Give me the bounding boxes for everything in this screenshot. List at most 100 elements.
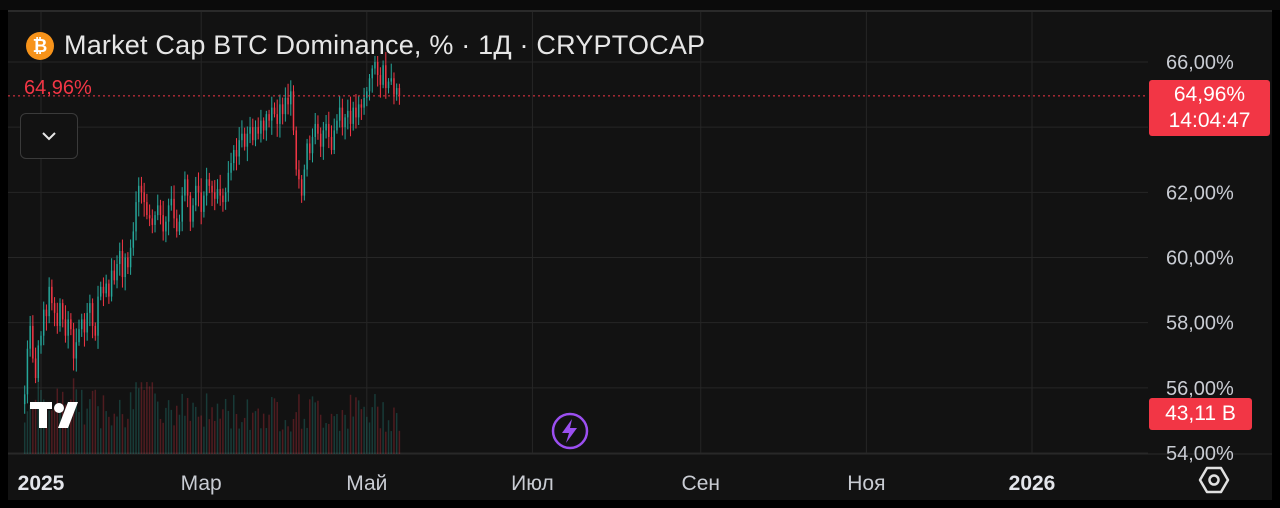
candle-body [311, 136, 314, 154]
candle-body [395, 88, 398, 95]
candle-body [94, 325, 97, 336]
volume-bar [268, 414, 270, 454]
volume-bar [254, 411, 257, 454]
candle-body [279, 104, 281, 124]
symbol-title[interactable]: Market Cap BTC Dominance, % · 1Д · CRYPT… [64, 30, 706, 60]
price-axis[interactable]: 66,00% 62,00% 60,00% 58,00% 56,00% 54,00% [1166, 52, 1234, 465]
candle-body [189, 195, 192, 222]
volume-bar [45, 409, 48, 454]
candle-body [37, 345, 40, 379]
candle-body [157, 205, 159, 216]
volume-bar [279, 431, 281, 454]
chart-legend[interactable]: ₿ Market Cap BTC Dominance, % · 1Д · CRY… [26, 30, 705, 61]
candle-body [390, 78, 392, 82]
volume-bar [143, 390, 145, 454]
bitcoin-icon: ₿ [26, 31, 54, 60]
candle-body [75, 342, 78, 359]
candle-body [349, 110, 352, 124]
collapse-legend-button[interactable] [20, 113, 78, 159]
volume-bar [319, 414, 322, 454]
candle-body [23, 394, 26, 405]
candle-body [344, 117, 346, 128]
candle-body [61, 303, 64, 320]
candle-body [300, 179, 303, 196]
volume-bar [97, 406, 99, 454]
volume-bar [189, 420, 192, 454]
candle-body [113, 270, 116, 281]
candle-body [363, 97, 365, 108]
volume-bar [48, 410, 50, 454]
candle-body [99, 286, 102, 297]
candle-body [173, 198, 175, 219]
chart-panel[interactable]: 66,00% 62,00% 60,00% 58,00% 56,00% 54,00% 202… [8, 10, 1272, 502]
volume-bar [273, 398, 276, 454]
lightning-icon[interactable] [550, 411, 590, 451]
volume-bar [390, 431, 392, 454]
volume-bar [238, 428, 240, 454]
window-top-bar [0, 0, 1280, 10]
volume-bar [295, 412, 297, 454]
chevron-down-icon [42, 132, 56, 141]
candle-body [371, 68, 373, 79]
volume-bar [208, 419, 211, 454]
volume-bar [219, 418, 221, 454]
volume-bar [352, 416, 354, 454]
volume-bar [292, 418, 295, 454]
volume-bar [338, 430, 341, 454]
candle-body [178, 221, 181, 232]
candle-body [91, 303, 94, 326]
volume-bar [355, 397, 357, 454]
last-price-tag: 64,96% 14:04:47 [1149, 80, 1270, 136]
time-axis-label: 2026 [1009, 472, 1056, 495]
volume-bar [148, 386, 151, 454]
candle-body [336, 120, 338, 131]
candle-body [254, 127, 257, 141]
volume-bar [121, 414, 124, 454]
candle-body [167, 205, 170, 222]
candle-body [200, 192, 202, 212]
candle-body [328, 123, 330, 137]
volume-bar [214, 420, 216, 454]
volume-bar [284, 420, 287, 454]
time-axis[interactable]: 2025 Мар Май Июл Сен Ноя 2026 [18, 472, 1056, 495]
tradingview-logo-icon[interactable] [30, 400, 88, 430]
volume-bar [137, 388, 140, 454]
candle-body [347, 110, 349, 118]
candle-body [197, 185, 200, 193]
candle-body [67, 319, 69, 336]
candle-body [287, 97, 289, 105]
candle-body [148, 215, 151, 219]
candle-body [284, 97, 287, 115]
candle-body [129, 247, 132, 268]
volume-bar [322, 427, 325, 454]
candle-body [86, 312, 88, 333]
candle-body [387, 81, 390, 89]
volume-bar [26, 411, 29, 454]
volume-bar [317, 400, 319, 454]
last-value-label: 64,96% [24, 77, 92, 99]
volume-bar [325, 423, 327, 454]
candle-body [265, 114, 268, 131]
volume-bar [132, 409, 135, 454]
candle-body [322, 130, 325, 147]
candle-body [78, 329, 80, 343]
time-axis-label: Май [346, 472, 387, 495]
candle-body [53, 303, 56, 313]
volume-bar [371, 407, 373, 454]
volume-bar [241, 422, 243, 454]
volume-bar [146, 381, 148, 454]
volume-bar [181, 393, 183, 454]
volume-bar [80, 389, 83, 454]
volume-bar [29, 404, 31, 454]
candle-body [246, 133, 249, 147]
candle-body [233, 149, 235, 164]
candle-body [42, 309, 45, 336]
volume-tag: 43,11 B [1149, 398, 1252, 430]
candlestick-chart[interactable]: 66,00% 62,00% 60,00% 58,00% 56,00% 54,00% 202… [8, 12, 1272, 502]
grid-lines [8, 12, 1272, 455]
volume-bar [249, 429, 251, 454]
settings-gear-icon[interactable] [1198, 464, 1230, 496]
time-axis-label: 2025 [18, 472, 65, 495]
candle-body [154, 215, 156, 225]
candle-body [48, 286, 50, 317]
